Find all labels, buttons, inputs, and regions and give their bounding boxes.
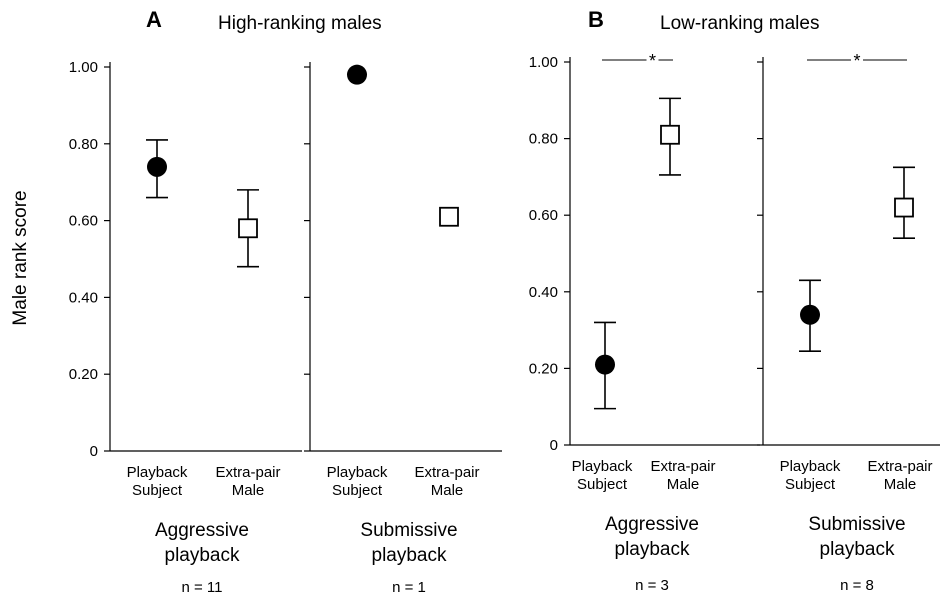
y-tick-label: 0.80 — [69, 136, 98, 153]
category-label: Playback — [127, 464, 188, 481]
category-label: Playback — [327, 464, 388, 481]
condition-label: Submissive — [360, 520, 457, 541]
y-tick-label: 0 — [550, 437, 558, 454]
data-point-playback-subject — [347, 64, 367, 85]
y-tick-label: 0.20 — [69, 366, 98, 383]
condition-label: Submissive — [808, 514, 905, 535]
sample-size-label: n = 3 — [635, 577, 669, 594]
panel-a-letter: A — [146, 7, 162, 32]
data-point-playback-subject — [595, 354, 615, 375]
category-label: Subject — [577, 476, 628, 493]
category-label: Playback — [780, 458, 841, 475]
category-label: Extra-pair — [215, 464, 280, 481]
panel-b-letter: B — [588, 7, 604, 32]
data-point-extra-pair-male — [894, 197, 914, 218]
sample-size-label: n = 11 — [181, 579, 222, 595]
y-tick-label: 0.60 — [529, 207, 558, 224]
category-label: Male — [431, 482, 464, 499]
condition-label: playback — [372, 545, 447, 566]
y-axis-label: Male rank score — [10, 190, 31, 325]
subplots: 00.200.400.600.801.00PlaybackSubjectExtr… — [69, 51, 940, 595]
condition-label: Aggressive — [155, 520, 249, 541]
category-label: Extra-pair — [650, 458, 715, 475]
condition-label: playback — [615, 539, 690, 560]
data-point-extra-pair-male — [660, 124, 680, 145]
sample-size-label: n = 8 — [840, 577, 874, 594]
y-tick-label: 1.00 — [529, 54, 558, 71]
sample-size-label: n = 1 — [392, 579, 426, 595]
category-label: Male — [667, 476, 700, 493]
y-tick-label: 0.40 — [529, 284, 558, 301]
condition-label: Aggressive — [605, 514, 699, 535]
panel-b-title: Low-ranking males — [660, 13, 819, 34]
category-label: Subject — [132, 482, 183, 499]
panel-a-title: High-ranking males — [218, 13, 382, 34]
category-label: Playback — [572, 458, 633, 475]
y-tick-label: 1.00 — [69, 59, 98, 76]
y-tick-label: 0 — [90, 443, 98, 460]
category-label: Subject — [785, 476, 836, 493]
y-tick-label: 0.80 — [529, 131, 558, 148]
data-point-extra-pair-male — [238, 218, 258, 239]
category-label: Extra-pair — [414, 464, 479, 481]
category-label: Male — [232, 482, 265, 499]
y-tick-label: 0.20 — [529, 360, 558, 377]
y-tick-label: 0.60 — [69, 213, 98, 230]
category-label: Extra-pair — [867, 458, 932, 475]
condition-label: playback — [820, 539, 895, 560]
significance-marker: * — [649, 51, 656, 71]
condition-label: playback — [165, 545, 240, 566]
data-point-playback-subject — [147, 156, 167, 177]
category-label: Subject — [332, 482, 383, 499]
category-label: Male — [884, 476, 917, 493]
y-tick-label: 0.40 — [69, 289, 98, 306]
data-point-extra-pair-male — [439, 206, 459, 227]
significance-marker: * — [853, 51, 860, 71]
data-point-playback-subject — [800, 304, 820, 325]
